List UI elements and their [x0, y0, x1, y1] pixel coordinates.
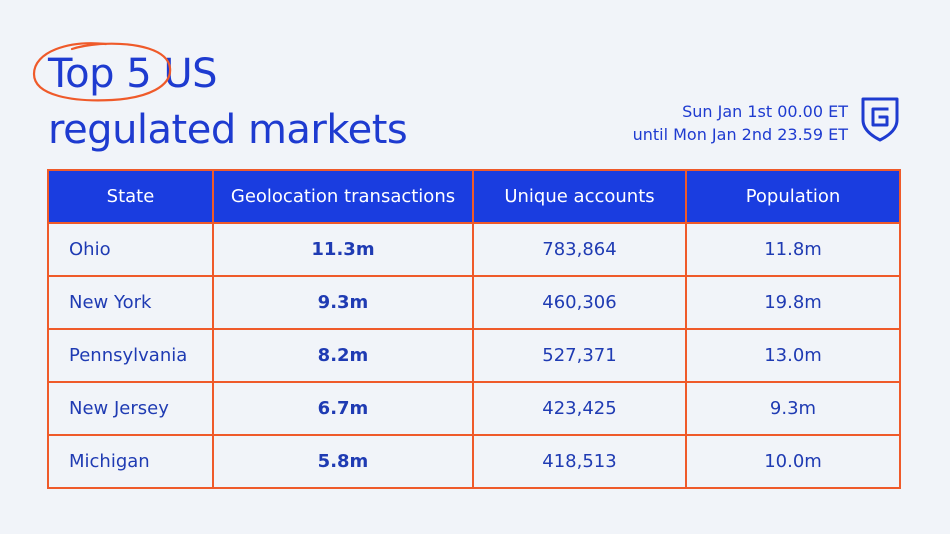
cell-state: Ohio — [47, 222, 214, 277]
column-header-geolocation: Geolocation transactions — [212, 169, 474, 224]
cell-population: 9.3m — [685, 381, 901, 436]
table-row: Pennsylvania 8.2m 527,371 13.0m — [47, 328, 901, 383]
cell-accounts: 527,371 — [472, 328, 687, 383]
cell-geolocation: 11.3m — [212, 222, 474, 277]
column-header-state: State — [47, 169, 214, 224]
table-row: Michigan 5.8m 418,513 10.0m — [47, 434, 901, 489]
date-range-end: until Mon Jan 2nd 23.59 ET — [632, 125, 848, 144]
table-row: Ohio 11.3m 783,864 11.8m — [47, 222, 901, 277]
date-range: Sun Jan 1st 00.00 ET until Mon Jan 2nd 2… — [633, 100, 848, 146]
cell-state: New Jersey — [47, 381, 214, 436]
cell-state: New York — [47, 275, 214, 330]
page-title: Top 5 US regulated markets — [48, 46, 408, 158]
column-header-accounts: Unique accounts — [472, 169, 687, 224]
table-row: New Jersey 6.7m 423,425 9.3m — [47, 381, 901, 436]
cell-population: 19.8m — [685, 275, 901, 330]
cell-accounts: 783,864 — [472, 222, 687, 277]
cell-geolocation: 8.2m — [212, 328, 474, 383]
title-rest: US — [151, 51, 218, 97]
title-highlight: Top 5 — [48, 51, 152, 97]
markets-table-container: State Geolocation transactions Unique ac… — [47, 169, 901, 489]
table-header-row: State Geolocation transactions Unique ac… — [47, 169, 901, 224]
title-line-1: Top 5 US — [48, 46, 407, 102]
cell-accounts: 423,425 — [472, 381, 687, 436]
shield-g-logo-icon — [861, 97, 899, 142]
table-row: New York 9.3m 460,306 19.8m — [47, 275, 901, 330]
cell-population: 10.0m — [685, 434, 901, 489]
markets-table: State Geolocation transactions Unique ac… — [47, 169, 901, 489]
cell-geolocation: 5.8m — [212, 434, 474, 489]
cell-accounts: 418,513 — [472, 434, 687, 489]
column-header-population: Population — [685, 169, 901, 224]
title-line-2: regulated markets — [48, 107, 408, 153]
cell-population: 11.8m — [685, 222, 901, 277]
cell-accounts: 460,306 — [472, 275, 687, 330]
cell-state: Michigan — [47, 434, 214, 489]
cell-population: 13.0m — [685, 328, 901, 383]
cell-geolocation: 6.7m — [212, 381, 474, 436]
date-range-start: Sun Jan 1st 00.00 ET — [682, 102, 848, 121]
cell-state: Pennsylvania — [47, 328, 214, 383]
cell-geolocation: 9.3m — [212, 275, 474, 330]
